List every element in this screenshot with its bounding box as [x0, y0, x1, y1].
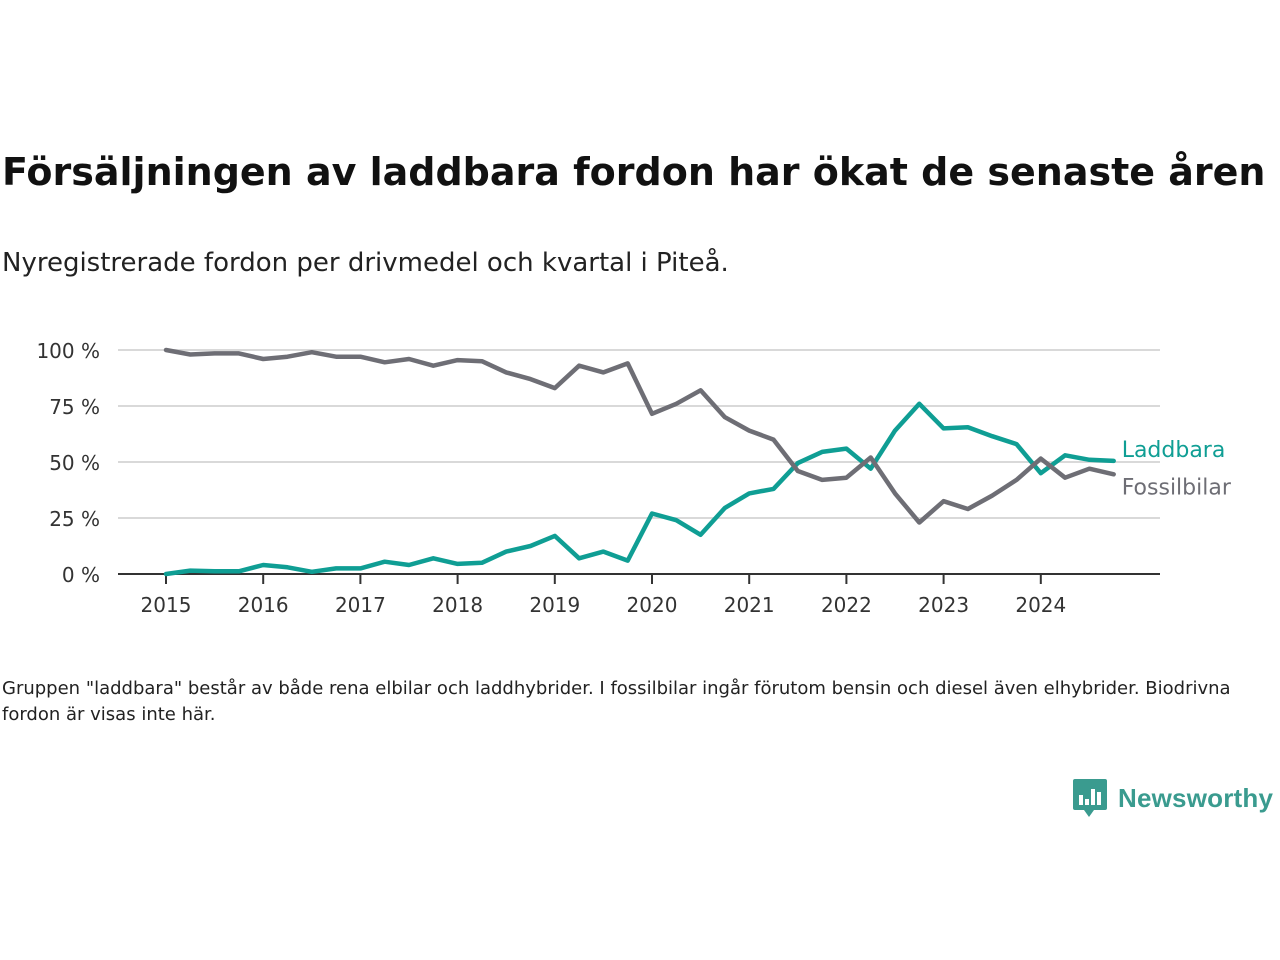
bar-chart-icon	[1073, 779, 1107, 817]
x-axis: 2015 2016 2017 2018 2019 2020 2021 2022 2023 2024	[118, 573, 1160, 617]
x-tick-label-2017: 2017	[335, 593, 386, 617]
x-tick-label-2015: 2015	[141, 593, 192, 617]
grid-lines	[118, 349, 1160, 519]
y-tick-label-0: 0 %	[62, 563, 100, 587]
x-tick-label-2019: 2019	[529, 593, 580, 617]
x-tick-label-2023: 2023	[918, 593, 969, 617]
x-tick-label-2018: 2018	[432, 593, 483, 617]
chart-title: Försäljningen av laddbara fordon har öka…	[2, 150, 1266, 194]
y-tick-label-25: 25 %	[49, 507, 100, 531]
series-line-laddbara	[163, 401, 1116, 577]
y-tick-label-100: 100 %	[36, 339, 100, 363]
y-tick-label-50: 50 %	[49, 451, 100, 475]
line-chart: 0 %25 %50 %75 %100 % 2015 2016 2017 2018 201…	[36, 339, 1232, 617]
x-tick-label-2020: 2020	[627, 593, 678, 617]
brand-name: Newsworthy	[1118, 782, 1274, 813]
chart-subtitle: Nyregistrerade fordon per drivmedel och …	[2, 248, 729, 278]
newsworthy-logo[interactable]: Newsworthy	[1072, 776, 1273, 820]
series-labels: Laddbara Fossilbilar	[1122, 438, 1232, 500]
x-tick-label-2024: 2024	[1015, 593, 1066, 617]
y-axis: 0 % 25 % 50 % 75 % 100 %	[36, 339, 100, 587]
x-tick-label-2021: 2021	[724, 593, 775, 617]
x-tick-label-2016: 2016	[238, 593, 289, 617]
y-tick-label-75: 75 %	[49, 395, 100, 419]
series-label-fossilbilar: Fossilbilar	[1122, 475, 1232, 500]
x-tick-label-2022: 2022	[821, 593, 872, 617]
series-line-fossilbilar	[163, 347, 1116, 525]
series-label-laddbara: Laddbara	[1122, 438, 1226, 463]
series-lines	[163, 347, 1116, 577]
footnote: Gruppen "laddbara" består av både rena e…	[2, 678, 1231, 725]
